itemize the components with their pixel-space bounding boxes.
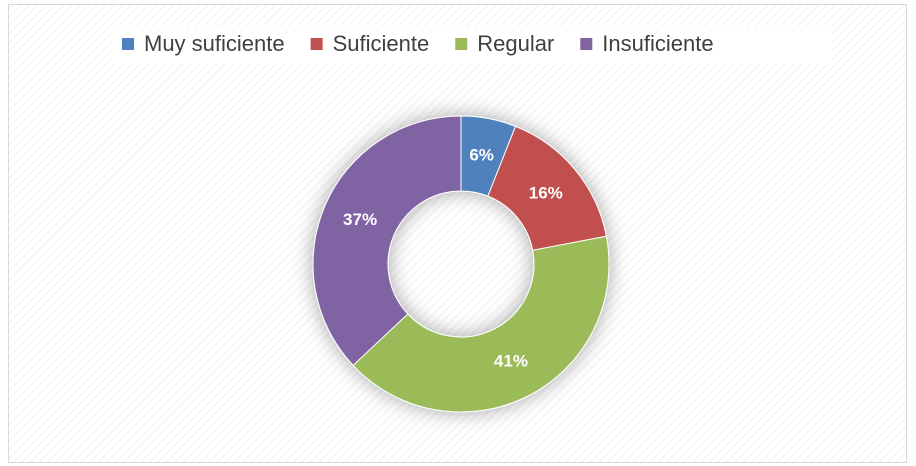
data-label: 16%: [529, 183, 563, 202]
donut-segment: [312, 115, 462, 367]
legend-marker: [122, 38, 134, 50]
legend-marker: [310, 38, 323, 50]
legend-marker: [580, 38, 593, 50]
legend-label: Muy suficiente: [144, 31, 285, 56]
donut-segment: [352, 235, 610, 413]
legend-marker: [455, 38, 468, 50]
legend-label: Suficiente: [333, 31, 430, 56]
donut: [312, 115, 610, 413]
data-label: 37%: [343, 210, 377, 229]
legend-label: Regular: [477, 31, 554, 56]
data-label: 6%: [469, 145, 494, 164]
legend-label: Insuficiente: [602, 31, 713, 56]
legend-box: [112, 26, 832, 64]
data-label: 41%: [494, 351, 528, 370]
legend: Muy suficiente Suficiente Regular Insuficie…: [122, 31, 714, 56]
data-labels: 6% 16% 41% 37%: [343, 145, 563, 370]
